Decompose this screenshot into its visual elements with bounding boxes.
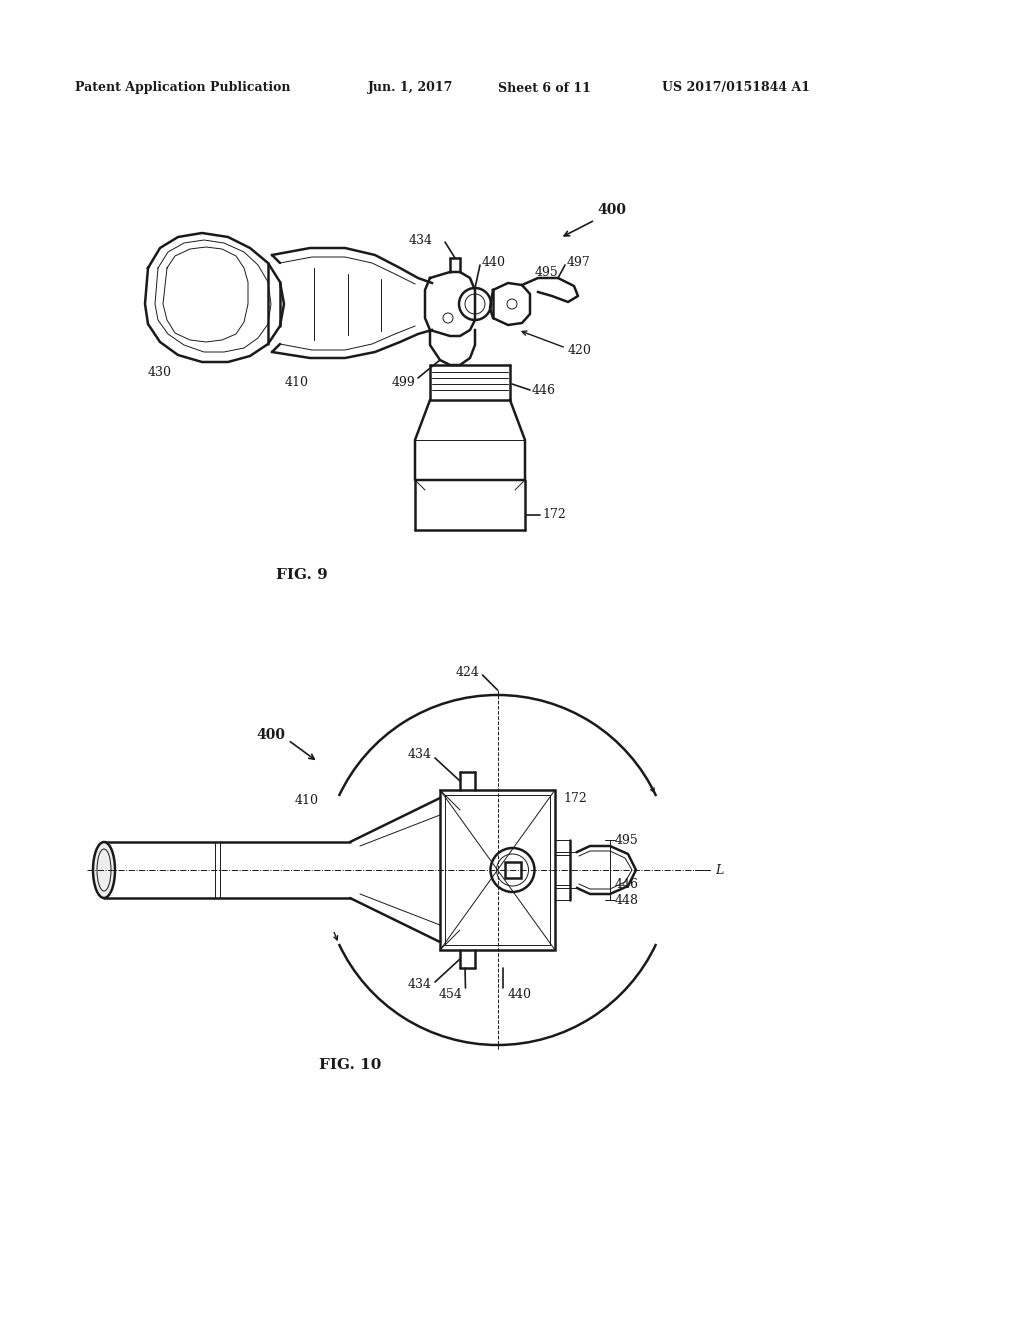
- Text: FIG. 10: FIG. 10: [318, 1059, 381, 1072]
- Text: 434: 434: [408, 978, 432, 991]
- Text: 410: 410: [285, 375, 309, 388]
- Text: 440: 440: [508, 989, 531, 1002]
- Bar: [440, 789, 555, 950]
- Bar: [505, 862, 520, 878]
- Text: 454: 454: [438, 989, 463, 1002]
- Text: 440: 440: [482, 256, 506, 268]
- Text: 430: 430: [148, 366, 172, 379]
- Ellipse shape: [93, 842, 115, 898]
- Text: 424: 424: [456, 665, 479, 678]
- Text: 446: 446: [615, 879, 639, 891]
- Bar: [445, 795, 550, 945]
- Text: 446: 446: [532, 384, 556, 396]
- Text: 400: 400: [597, 203, 626, 216]
- Text: 172: 172: [542, 508, 565, 521]
- Text: 499: 499: [391, 375, 415, 388]
- Text: 172: 172: [563, 792, 587, 804]
- Text: 497: 497: [567, 256, 591, 268]
- Text: US 2017/0151844 A1: US 2017/0151844 A1: [662, 82, 810, 95]
- Text: Sheet 6 of 11: Sheet 6 of 11: [498, 82, 591, 95]
- Text: Jun. 1, 2017: Jun. 1, 2017: [368, 82, 454, 95]
- Text: 448: 448: [615, 894, 639, 907]
- Text: 434: 434: [408, 748, 432, 762]
- Text: Patent Application Publication: Patent Application Publication: [75, 82, 291, 95]
- Text: 410: 410: [295, 793, 319, 807]
- Text: 400: 400: [256, 729, 285, 742]
- Text: 434: 434: [409, 234, 433, 247]
- Text: L: L: [715, 863, 723, 876]
- Text: 495: 495: [535, 265, 559, 279]
- Text: 420: 420: [568, 343, 592, 356]
- Text: FIG. 9: FIG. 9: [276, 568, 328, 582]
- Text: 495: 495: [615, 833, 639, 846]
